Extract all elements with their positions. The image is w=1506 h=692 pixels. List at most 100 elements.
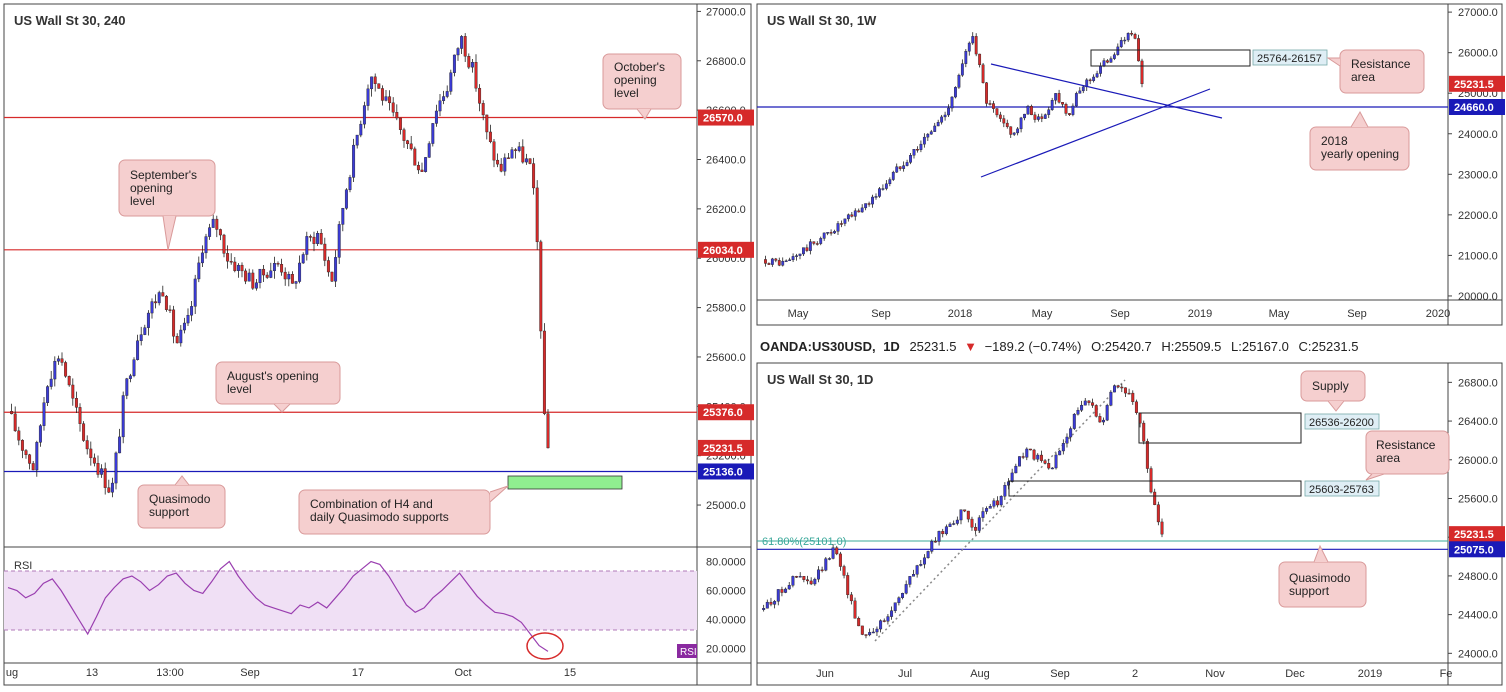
candle bbox=[1126, 32, 1130, 41]
candle bbox=[118, 436, 122, 454]
candle bbox=[1005, 122, 1009, 127]
candle bbox=[398, 117, 402, 130]
candle bbox=[798, 253, 802, 256]
candle bbox=[521, 146, 525, 163]
candle bbox=[838, 553, 842, 567]
candle bbox=[535, 187, 539, 243]
candle bbox=[143, 327, 147, 335]
candle bbox=[1043, 114, 1047, 119]
candle bbox=[988, 506, 992, 509]
candle bbox=[74, 398, 78, 408]
candle bbox=[846, 214, 850, 220]
candle bbox=[857, 210, 861, 213]
candle bbox=[1074, 93, 1078, 107]
weekly-resistance-zone bbox=[1090, 49, 1251, 67]
close-value: C:25231.5 bbox=[1298, 339, 1359, 354]
candle bbox=[996, 500, 1000, 506]
candle bbox=[31, 463, 35, 471]
candle bbox=[499, 163, 503, 172]
candle bbox=[449, 72, 453, 92]
price-tick: 25000.0 bbox=[706, 500, 746, 512]
candle bbox=[53, 360, 57, 380]
candle bbox=[154, 301, 158, 304]
candle bbox=[251, 272, 255, 289]
candle bbox=[933, 125, 937, 132]
candle bbox=[406, 140, 410, 145]
candle bbox=[456, 48, 460, 56]
candle bbox=[1040, 116, 1044, 119]
candle bbox=[337, 224, 341, 258]
candle bbox=[1091, 402, 1095, 406]
candle bbox=[172, 309, 176, 337]
candle bbox=[904, 584, 908, 594]
candle bbox=[819, 238, 823, 244]
candle bbox=[875, 628, 879, 633]
candle bbox=[1080, 404, 1084, 411]
candle bbox=[967, 42, 971, 52]
candle bbox=[344, 189, 348, 209]
yearly-opening-callout: 2018 yearly opening bbox=[1309, 110, 1410, 171]
candle bbox=[867, 203, 871, 205]
candle bbox=[269, 270, 273, 278]
candle bbox=[42, 402, 46, 426]
candle bbox=[89, 448, 93, 459]
candle bbox=[139, 334, 143, 341]
candle bbox=[1127, 392, 1131, 395]
candle bbox=[809, 580, 813, 585]
weekly-zone-label: 25764-26157 bbox=[1257, 53, 1322, 65]
october-opening-callout: October's opening level bbox=[602, 53, 682, 120]
candle bbox=[849, 594, 853, 602]
candle bbox=[985, 82, 988, 104]
candle bbox=[316, 233, 320, 244]
candle bbox=[1012, 132, 1016, 135]
candle bbox=[24, 450, 28, 455]
daily-candles bbox=[762, 384, 1164, 639]
candle bbox=[950, 96, 954, 109]
annotation-text: Resistance area bbox=[1376, 438, 1436, 465]
candle bbox=[438, 100, 442, 112]
candle bbox=[150, 301, 154, 314]
candle bbox=[78, 407, 82, 424]
candle bbox=[60, 358, 64, 363]
time-tick: Sep bbox=[1347, 308, 1367, 320]
candle bbox=[301, 254, 305, 264]
candle bbox=[388, 96, 392, 104]
candle bbox=[802, 247, 805, 255]
candle bbox=[1105, 405, 1109, 421]
candle bbox=[514, 149, 518, 151]
candle bbox=[919, 143, 923, 150]
candle bbox=[244, 270, 248, 282]
candle bbox=[881, 188, 885, 190]
candle bbox=[211, 218, 215, 228]
candle bbox=[496, 159, 500, 165]
candle bbox=[348, 177, 352, 190]
candle bbox=[1123, 39, 1127, 42]
candle bbox=[1033, 114, 1037, 120]
candle bbox=[434, 110, 438, 124]
candle bbox=[966, 510, 970, 520]
candle bbox=[835, 547, 839, 555]
candle bbox=[229, 261, 233, 263]
price-tick: 20000.0 bbox=[1458, 291, 1498, 303]
candle bbox=[897, 597, 901, 603]
rsi-band bbox=[4, 571, 697, 630]
candle bbox=[902, 165, 906, 169]
candle bbox=[445, 91, 449, 97]
level-price-tag: 26034.0 bbox=[703, 245, 743, 257]
candle bbox=[305, 236, 309, 255]
time-tick: Fe bbox=[1440, 668, 1453, 680]
candle bbox=[957, 74, 961, 88]
timeframe: 1D bbox=[883, 339, 900, 354]
time-tick: May bbox=[1269, 308, 1290, 320]
candle bbox=[981, 511, 985, 518]
candle bbox=[860, 625, 864, 635]
candle bbox=[1047, 463, 1051, 469]
candle bbox=[985, 508, 989, 512]
candle bbox=[1017, 456, 1021, 467]
candle bbox=[842, 566, 846, 576]
candle bbox=[1072, 413, 1076, 429]
candle bbox=[905, 162, 909, 166]
candle bbox=[161, 292, 165, 297]
candle bbox=[1002, 118, 1006, 124]
candle bbox=[806, 579, 809, 582]
